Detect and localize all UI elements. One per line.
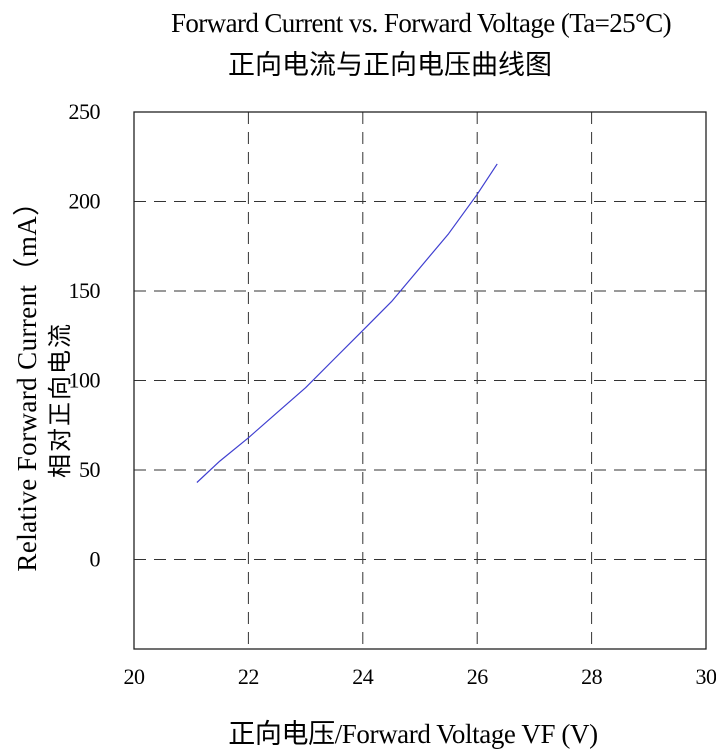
y-tick-label-3: 150 [69, 278, 101, 303]
x-axis-label: 正向电压/Forward Voltage VF (V) [228, 719, 597, 749]
plot-frame [133, 111, 707, 650]
x-tick-label-3: 26 [467, 664, 489, 689]
x-tick-labels: 20 22 24 26 28 30 [124, 664, 716, 689]
y-tick-label-2: 100 [69, 368, 101, 393]
x-tick-label-0: 20 [124, 664, 146, 689]
y-tick-label-5: 250 [69, 99, 101, 124]
y-axis-label-secondary: 相对正向电流 [47, 322, 74, 478]
y-axis-label: Relative Forward Current（mA） [12, 188, 42, 571]
y-tick-label-4: 200 [69, 189, 101, 214]
series-line-0 [196, 163, 498, 483]
y-tick-labels: 0 50 100 150 200 250 [69, 99, 102, 572]
x-tick-label-1: 22 [238, 664, 259, 689]
series-group [196, 163, 498, 483]
x-tick-label-4: 28 [581, 664, 603, 689]
chart-subtitle: 正向电流与正向电压曲线图 [228, 50, 552, 80]
grid [134, 112, 706, 649]
chart-title: Forward Current vs. Forward Voltage (Ta=… [171, 8, 671, 38]
x-tick-label-2: 24 [352, 664, 374, 689]
y-tick-label-0: 0 [90, 547, 101, 572]
y-tick-label-1: 50 [79, 457, 101, 482]
x-tick-label-5: 30 [696, 664, 716, 689]
